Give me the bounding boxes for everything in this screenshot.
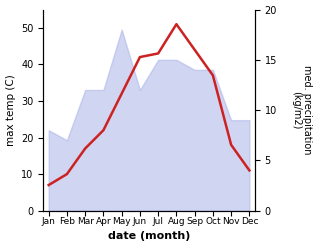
Y-axis label: med. precipitation
(kg/m2): med. precipitation (kg/m2)	[291, 65, 313, 155]
Y-axis label: max temp (C): max temp (C)	[5, 74, 16, 146]
X-axis label: date (month): date (month)	[108, 231, 190, 242]
